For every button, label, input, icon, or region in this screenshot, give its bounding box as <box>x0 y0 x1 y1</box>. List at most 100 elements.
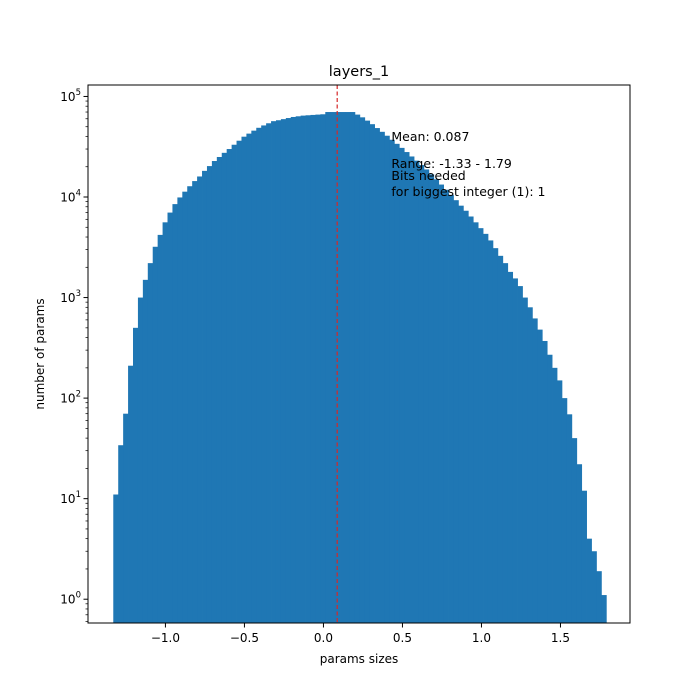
histogram-bar <box>251 130 257 623</box>
histogram-bar <box>167 212 173 623</box>
histogram-bar <box>487 240 494 623</box>
histogram-bar <box>241 136 247 623</box>
histogram-bar <box>492 248 499 623</box>
histogram-bar <box>113 494 119 623</box>
y-tick-label: 104 <box>60 189 81 205</box>
histogram-bar <box>557 380 563 623</box>
histogram-bar <box>566 414 573 623</box>
histogram-bar <box>379 131 385 623</box>
histogram-bar <box>182 191 188 624</box>
histogram-bar <box>404 152 410 624</box>
histogram-bar <box>458 205 464 624</box>
histogram-bar <box>271 121 277 623</box>
histogram-bar <box>359 117 366 623</box>
stats-annotation: Bits needed <box>391 168 465 183</box>
histogram-bar <box>320 114 326 624</box>
histogram-bar <box>305 115 311 624</box>
histogram-bar <box>473 222 479 623</box>
histogram-bar <box>443 189 449 623</box>
histogram-bars <box>113 112 607 624</box>
x-tick-label: 0.0 <box>314 631 333 645</box>
histogram-bar <box>542 340 548 623</box>
histogram-bar <box>399 147 405 623</box>
y-tick-label: 100 <box>60 591 81 607</box>
histogram-bar <box>197 176 203 624</box>
histogram-bar <box>315 114 321 623</box>
histogram-bar <box>221 152 228 623</box>
histogram-bar <box>384 135 390 623</box>
y-tick-label: 103 <box>60 289 81 305</box>
histogram-bar <box>261 125 267 623</box>
x-tick-label: −1.0 <box>151 631 180 645</box>
histogram-bar <box>295 116 302 623</box>
histogram-bar <box>591 551 597 623</box>
x-tick-label: 1.5 <box>551 631 570 645</box>
histogram-bar <box>438 184 444 624</box>
histogram-bar <box>448 194 454 623</box>
histogram-bar <box>231 144 237 624</box>
histogram-bar <box>157 234 163 623</box>
histogram-bar <box>428 174 435 623</box>
histogram-bar <box>246 133 252 623</box>
chart-title: layers_1 <box>329 64 389 80</box>
x-tick-label: 1.0 <box>472 631 491 645</box>
histogram-bar <box>290 116 297 623</box>
histogram-bar <box>453 200 459 623</box>
histogram-bar <box>177 197 183 623</box>
histogram-bar <box>414 160 420 623</box>
histogram-bar <box>522 297 528 623</box>
histogram-bar <box>172 204 178 624</box>
histogram-bar <box>256 127 262 623</box>
stats-annotation: for biggest integer (1): 1 <box>391 184 545 199</box>
histogram-bar <box>216 156 223 624</box>
histogram-bar <box>123 413 129 623</box>
histogram-bar <box>537 329 543 623</box>
histogram-bar <box>527 307 533 623</box>
histogram-bar <box>463 210 469 623</box>
histogram-bar <box>552 367 558 623</box>
histogram-bar <box>206 166 213 623</box>
histogram-bar <box>547 354 553 623</box>
histogram-bar <box>374 128 380 623</box>
histogram-bar <box>211 161 218 623</box>
histogram-bar <box>236 140 242 623</box>
histogram-bar <box>418 165 425 623</box>
histogram-bar <box>137 297 144 623</box>
histogram-bar <box>478 228 484 623</box>
histogram-bar <box>266 123 272 623</box>
histogram-bar <box>517 286 523 623</box>
x-axis-label: params sizes <box>320 652 399 666</box>
histogram-bar <box>310 114 316 624</box>
histogram-bar <box>586 538 592 623</box>
y-tick-label: 101 <box>60 490 81 506</box>
histogram-bar <box>330 112 336 623</box>
histogram-bar <box>325 112 331 623</box>
histogram-bar <box>345 112 351 623</box>
histogram-bar <box>394 143 400 623</box>
histogram-bar <box>409 156 415 623</box>
histogram-bar <box>354 114 361 623</box>
histogram-bar <box>601 595 607 623</box>
histogram-bar <box>571 438 578 623</box>
histogram-bar <box>162 222 168 623</box>
histogram-bar <box>226 149 233 623</box>
histogram-bar <box>389 139 395 623</box>
histogram-bar <box>300 115 306 624</box>
histogram-bar <box>561 398 568 623</box>
histogram-bar <box>576 464 583 623</box>
histogram-bar <box>133 327 139 623</box>
histogram-bar <box>512 278 518 623</box>
histogram-bar <box>118 445 124 623</box>
x-axis: −1.0 −0.5 0.0 0.5 1.0 1.5 <box>151 623 570 645</box>
plot-frame <box>87 84 631 624</box>
histogram-bar <box>423 169 430 623</box>
y-tick-label: 105 <box>60 88 81 104</box>
histogram-bar <box>507 271 514 623</box>
histogram-bar <box>340 112 346 623</box>
stats-annotation: Mean: 0.087 <box>391 129 469 144</box>
histogram-bar <box>364 120 371 624</box>
histogram-bar <box>349 112 356 623</box>
histogram-bar <box>335 112 341 623</box>
